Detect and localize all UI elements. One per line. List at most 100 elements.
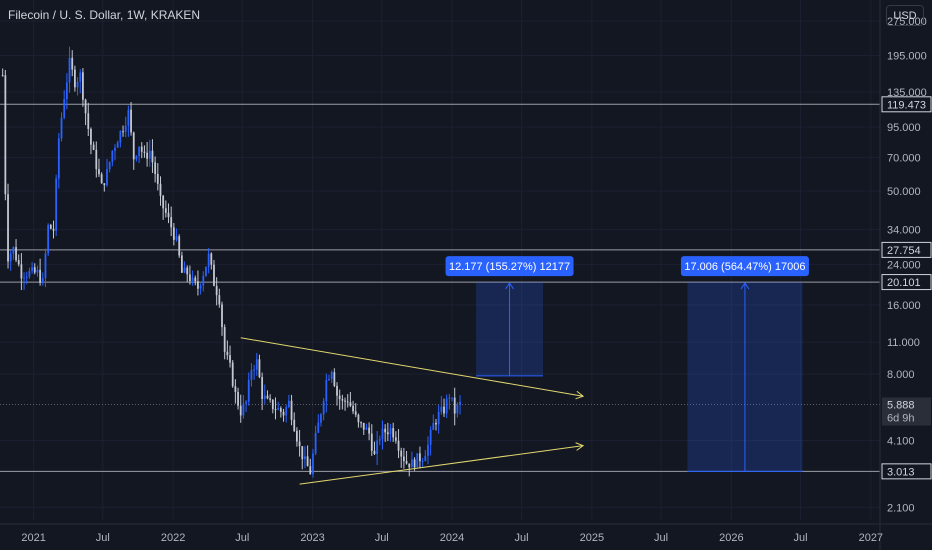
candles	[1, 46, 461, 478]
y-tick-label: 95.000	[887, 122, 921, 134]
candle-body	[95, 149, 98, 170]
candle-body	[114, 147, 116, 151]
candle-body	[317, 422, 320, 433]
candle-body	[207, 253, 210, 267]
candle-body	[28, 271, 31, 277]
candle-body	[386, 432, 389, 435]
candle-body	[445, 398, 448, 414]
y-tick-label: 34.000	[887, 225, 921, 237]
candle-body	[357, 414, 360, 423]
candle-body	[309, 466, 312, 475]
candle-body	[20, 264, 23, 279]
candle-body	[111, 150, 114, 162]
candle-body	[269, 398, 272, 400]
x-tick-label: Jul	[235, 532, 249, 544]
candle-body	[408, 463, 411, 468]
candle-body	[100, 174, 103, 184]
x-tick-label: 2022	[161, 532, 185, 544]
candle-body	[138, 146, 140, 156]
candle-body	[338, 395, 341, 400]
candle-body	[456, 404, 459, 414]
candle-body	[49, 224, 52, 229]
candle-body	[31, 267, 33, 272]
candle-body	[116, 142, 119, 148]
candle-body	[71, 57, 74, 70]
candle-body	[140, 146, 143, 152]
candle-body	[229, 355, 231, 363]
x-tick-label: 2027	[859, 532, 883, 544]
candle-body	[287, 400, 290, 408]
candle-body	[23, 277, 25, 279]
candle-body	[261, 377, 264, 399]
candle-body	[322, 401, 325, 415]
x-tick-label: Jul	[96, 532, 110, 544]
candle-body	[437, 411, 440, 425]
candle-body	[250, 369, 253, 380]
candle-body	[312, 453, 314, 475]
x-tick-label: 2025	[580, 532, 604, 544]
candle-body	[453, 397, 456, 414]
candle-body	[352, 405, 354, 412]
candle-body	[132, 132, 135, 160]
currency-button[interactable]: USD	[886, 5, 924, 26]
candle-body	[223, 327, 226, 352]
candle-body	[419, 453, 421, 462]
candle-body	[411, 459, 413, 468]
candle-body	[314, 432, 317, 454]
level-label-box	[881, 463, 932, 480]
candle-body	[255, 359, 258, 370]
y-tick-label: 4.100	[887, 436, 915, 448]
trendlines	[240, 337, 585, 485]
current-price-label: 5.888	[887, 400, 915, 412]
candle-body	[376, 440, 379, 455]
candle-body	[365, 427, 368, 430]
current-price-box	[882, 397, 931, 426]
candle-body	[52, 228, 55, 231]
y-tick-label: 24.000	[887, 259, 921, 271]
candle-body	[98, 169, 100, 175]
y-tick-label: 50.000	[887, 186, 921, 198]
candle-body	[271, 399, 274, 410]
candle-body	[231, 362, 234, 387]
measure-label-box	[445, 256, 574, 277]
candle-body	[210, 253, 213, 265]
candle-body	[360, 422, 362, 424]
candle-body	[405, 461, 408, 464]
x-tick-label: Jul	[515, 532, 529, 544]
candle-body	[68, 57, 71, 83]
candle-body	[36, 269, 39, 273]
candle-body	[258, 359, 261, 378]
measure-boxes: 12.177 (155.27%) 12177 17.006 (564.47%) 1…	[445, 256, 809, 472]
level-label: 119.473	[887, 99, 926, 111]
y-tick-label: 195.000	[887, 50, 927, 62]
candle-body	[373, 450, 376, 455]
candle-body	[448, 397, 451, 399]
candle-body	[301, 446, 304, 460]
y-tick-label: 8.000	[887, 369, 915, 381]
candle-body	[175, 236, 178, 240]
candle-body	[189, 274, 191, 282]
candle-body	[429, 429, 432, 445]
candle-body	[186, 267, 189, 275]
candle-body	[432, 422, 435, 430]
candle-body	[242, 403, 245, 416]
candle-body	[159, 183, 162, 196]
candle-body	[156, 174, 159, 184]
candle-body	[76, 81, 79, 88]
trendline	[240, 337, 584, 397]
measure-arrow-head	[740, 282, 750, 290]
candle-body	[197, 281, 199, 289]
candle-body	[180, 255, 183, 273]
candle-body	[266, 395, 269, 399]
candle-body	[87, 113, 90, 129]
candle-body	[183, 267, 186, 273]
candle-body	[135, 155, 138, 160]
candle-body	[199, 285, 202, 289]
candle-body	[108, 161, 111, 170]
candle-body	[57, 138, 60, 179]
candle-body	[451, 397, 453, 399]
candle-body	[400, 450, 403, 457]
candle-body	[336, 385, 338, 396]
